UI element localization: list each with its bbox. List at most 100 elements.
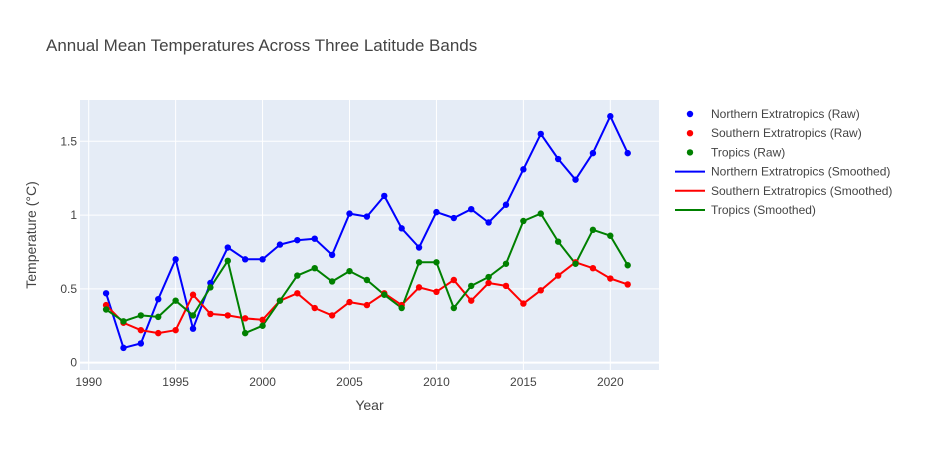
data-point-0 — [624, 149, 631, 157]
data-point-1 — [311, 304, 318, 312]
data-point-0 — [485, 219, 492, 226]
legend-label: Tropics (Raw) — [711, 145, 785, 159]
data-point-0 — [294, 236, 301, 244]
data-point-0 — [502, 201, 510, 208]
legend-label: Southern Extratropics (Smoothed) — [711, 184, 892, 198]
data-point-1 — [224, 312, 231, 319]
data-point-1 — [468, 297, 475, 304]
data-point-1 — [207, 310, 214, 318]
data-point-0 — [572, 176, 579, 183]
data-point-0 — [224, 244, 231, 251]
data-point-2 — [607, 232, 614, 239]
data-point-0 — [328, 251, 336, 259]
data-point-2 — [554, 238, 562, 245]
legend-marker — [686, 130, 694, 137]
data-point-1 — [328, 312, 336, 319]
data-point-1 — [363, 301, 371, 309]
legend-item[interactable]: Northern Extratropics (Raw) — [686, 107, 860, 121]
data-point-0 — [398, 225, 405, 232]
x-tick-labels: 1990 1995 2000 2005 2010 2015 2020 — [75, 375, 624, 389]
data-point-2 — [363, 276, 371, 284]
legend-label: Northern Extratropics (Raw) — [711, 107, 860, 121]
data-point-0 — [276, 241, 284, 248]
data-point-1 — [589, 264, 597, 272]
x-tick-label: 2020 — [597, 375, 624, 389]
data-point-2 — [381, 291, 388, 298]
data-point-1 — [189, 291, 197, 298]
legend-item[interactable]: Tropics (Raw) — [686, 145, 785, 159]
data-point-2 — [468, 282, 475, 290]
data-point-2 — [589, 226, 597, 234]
data-point-0 — [381, 192, 388, 200]
data-point-2 — [241, 329, 249, 337]
data-point-2 — [102, 306, 110, 313]
data-point-0 — [155, 295, 162, 303]
plot-area — [80, 100, 659, 370]
data-point-0 — [468, 205, 475, 213]
data-point-2 — [311, 264, 318, 272]
x-tick-label: 2015 — [510, 375, 537, 389]
data-point-0 — [589, 149, 597, 157]
data-point-0 — [554, 155, 562, 163]
data-point-1 — [346, 298, 353, 306]
data-point-0 — [172, 256, 179, 263]
data-point-2 — [537, 210, 544, 217]
data-point-1 — [502, 282, 510, 290]
x-tick-label: 2000 — [249, 375, 276, 389]
data-point-0 — [415, 244, 423, 251]
data-point-1 — [554, 272, 562, 279]
data-point-0 — [346, 210, 353, 217]
data-point-2 — [259, 322, 266, 329]
legend-marker — [686, 110, 694, 118]
data-point-0 — [363, 213, 371, 220]
data-point-0 — [311, 235, 318, 242]
data-point-0 — [433, 208, 440, 216]
data-point-2 — [328, 278, 336, 285]
y-tick-label: 0.5 — [60, 282, 77, 296]
data-point-2 — [276, 297, 284, 304]
legend-item[interactable]: Tropics (Smoothed) — [675, 203, 816, 217]
data-point-0 — [102, 290, 110, 297]
data-point-2 — [155, 313, 162, 321]
data-point-2 — [120, 318, 127, 325]
legend-label: Southern Extratropics (Raw) — [711, 126, 862, 140]
y-tick-label: 1.5 — [60, 134, 77, 148]
data-point-0 — [537, 130, 544, 138]
data-point-1 — [485, 279, 492, 287]
data-point-2 — [294, 272, 301, 279]
data-point-0 — [207, 279, 214, 287]
legend-item[interactable]: Northern Extratropics (Smoothed) — [675, 165, 890, 179]
data-point-1 — [433, 288, 440, 296]
legend-marker — [686, 149, 694, 156]
grid — [80, 100, 659, 370]
legend-item[interactable]: Southern Extratropics (Smoothed) — [675, 184, 892, 198]
x-tick-label: 1995 — [162, 375, 189, 389]
data-point-2 — [189, 312, 197, 319]
data-point-2 — [398, 304, 405, 312]
data-point-1 — [102, 301, 110, 309]
data-point-2 — [502, 260, 510, 267]
x-tick-label: 2010 — [423, 375, 450, 389]
x-axis-label: Year — [355, 397, 384, 413]
data-point-1 — [172, 326, 179, 334]
data-point-2 — [415, 259, 423, 266]
data-point-2 — [346, 267, 353, 275]
data-point-0 — [137, 340, 145, 347]
data-point-1 — [155, 329, 162, 337]
data-point-0 — [520, 166, 527, 173]
data-point-1 — [624, 281, 631, 288]
data-point-1 — [137, 326, 145, 334]
data-point-1 — [537, 287, 544, 294]
data-point-2 — [433, 259, 440, 266]
data-point-0 — [450, 214, 458, 222]
data-point-2 — [450, 304, 458, 312]
legend[interactable]: Northern Extratropics (Raw) Southern Extr… — [675, 107, 892, 217]
data-point-2 — [224, 257, 231, 265]
data-point-1 — [241, 315, 249, 322]
chart-title: Annual Mean Temperatures Across Three La… — [46, 36, 477, 55]
legend-item[interactable]: Southern Extratropics (Raw) — [686, 126, 862, 140]
data-point-2 — [137, 312, 145, 319]
data-point-2 — [207, 284, 214, 291]
y-tick-label: 1 — [70, 208, 77, 222]
